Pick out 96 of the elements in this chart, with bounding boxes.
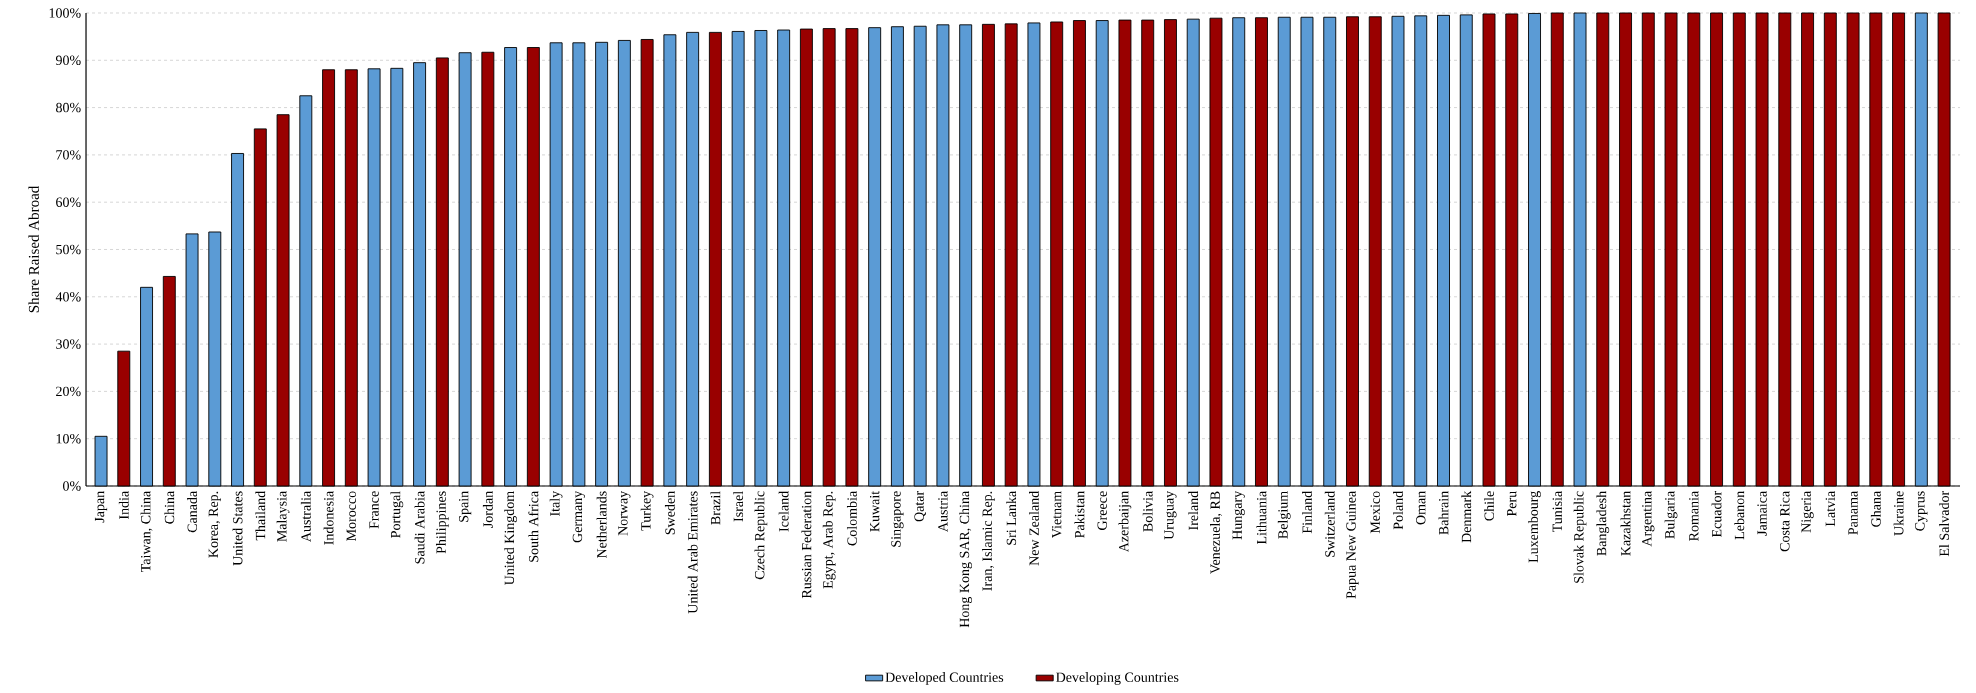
x-tick-label: Ghana (1870, 491, 1881, 527)
y-tick-label: 50% (56, 244, 81, 255)
x-tick-label: Nigeria (1801, 491, 1814, 533)
x-tick-label: Jamaica (1757, 491, 1767, 536)
x-tick-label: Malaysia (276, 491, 290, 542)
x-tick-label: Latvia (1825, 491, 1836, 527)
x-tick-label: Australia (300, 491, 311, 543)
x-tick-label: Taiwan, China (140, 491, 153, 573)
x-tick-label: Egypt, Arab Rep. (822, 491, 836, 589)
x-tick-label: Cyprus (1915, 491, 1928, 531)
y-tick-label: 60% (56, 197, 81, 207)
x-tick-label: Luxembourg (1528, 491, 1541, 563)
x-tick-label: China (164, 491, 175, 524)
x-tick-label: Russian Federation (801, 491, 812, 599)
y-tick-label: 10% (56, 433, 81, 444)
x-tick-label: India (118, 491, 129, 520)
x-tick-label: Switzerland (1324, 491, 1335, 557)
x-tick-label: Romania (1689, 491, 1699, 541)
x-tick-label: Hong Kong SAR, China (959, 491, 973, 628)
y-axis-title: Share Raised Abroad (28, 185, 39, 313)
x-tick-label: Italy (549, 490, 563, 517)
x-tick-label: Chile (1484, 491, 1494, 521)
x-tick-label: Canada (187, 491, 197, 533)
x-tick-label: Netherlands (596, 491, 607, 559)
x-tick-label: Qatar (914, 490, 926, 522)
y-tick-label: 20% (56, 386, 81, 397)
x-tick-label: Sweden (664, 491, 675, 535)
x-tick-label: Israel (733, 491, 744, 522)
x-tick-label: Brazil (710, 491, 721, 525)
y-tick-label: 0% (63, 481, 81, 491)
x-tick-label: United States (232, 491, 243, 566)
x-tick-label: Denmark (1461, 490, 1472, 543)
x-tick-label: Papua New Guinea (1346, 491, 1359, 599)
x-tick-label: Lebanon (1734, 491, 1745, 540)
x-tick-label: United Kingdom (504, 491, 517, 586)
y-tick-label: 30% (56, 339, 81, 349)
x-tick-label: Norway (618, 490, 631, 536)
x-tick-label: Argentina (1642, 491, 1655, 547)
x-tick-label: Uruguay (1164, 490, 1177, 540)
x-tick-label: Austria (938, 491, 948, 532)
x-tick-label: South Africa (528, 491, 539, 562)
x-tick-label: Bangladesh (1596, 491, 1610, 556)
x-tick-label: Poland (1393, 491, 1403, 530)
y-tick-label: 80% (56, 102, 81, 113)
x-tick-label: Singapore (891, 491, 904, 547)
x-tick-label: Sri Lanka (1006, 491, 1017, 545)
y-tick-label: 40% (55, 292, 81, 302)
x-tick-label: Peru (1507, 491, 1517, 517)
x-tick-label: Mexico (1370, 491, 1380, 534)
x-tick-label: Spain (458, 491, 472, 522)
x-tick-label: Bolivia (1142, 491, 1153, 532)
x-tick-label: Jordan (482, 491, 493, 528)
x-tick-label: United Arab Emirates (687, 491, 698, 614)
x-tick-label: Panama (1848, 491, 1858, 535)
x-tick-label: Bulgaria (1664, 491, 1678, 539)
x-tick-label: Thailand (255, 491, 266, 541)
legend-label: Developing Countries (1056, 672, 1179, 685)
x-tick-label: Lithuania (1256, 491, 1267, 545)
x-tick-label: Indonesia (323, 491, 334, 545)
x-tick-label: Belgium (1277, 491, 1291, 539)
x-tick-label: Japan (94, 491, 108, 523)
legend-label: Developed Countries (885, 672, 1004, 685)
x-tick-label: Greece (1097, 491, 1107, 530)
x-tick-label: Kazakhstan (1620, 491, 1631, 556)
x-tick-label: Costa Rica (1780, 491, 1790, 552)
x-tick-label: Colombia (846, 491, 857, 546)
y-tick-label: 100% (49, 8, 81, 18)
x-tick-label: Kuwait (869, 490, 880, 532)
x-tick-label: Saudi Arabia (414, 491, 425, 564)
x-tick-label: Ecuador (1711, 490, 1722, 538)
x-tick-label: Venezuela, RB (1210, 491, 1222, 574)
x-tick-label: Portugal (390, 491, 404, 538)
x-tick-label: Germany (572, 490, 586, 543)
x-tick-label: Czech Republic (754, 491, 768, 580)
x-tick-label: Azerbaijan (1118, 491, 1132, 553)
x-tick-label: Philippines (435, 491, 449, 554)
x-tick-label: Oman (1416, 491, 1426, 525)
x-tick-label: Slovak Republic (1573, 491, 1587, 583)
x-tick-label: Vietnam (1051, 491, 1062, 539)
x-tick-label: Turkey (640, 490, 654, 531)
y-tick-label: 90% (55, 55, 81, 66)
x-tick-label: Iran, Islamic Rep. (982, 491, 995, 591)
x-tick-label: Hungary (1232, 490, 1245, 540)
x-tick-label: Morocco (346, 491, 356, 541)
x-tick-label: Iceland (778, 491, 789, 532)
x-tick-label: Ukraine (1893, 491, 1904, 536)
x-tick-label: New Zealand (1029, 491, 1039, 566)
x-tick-label: Pakistan (1074, 491, 1085, 538)
x-tick-label: Ireland (1188, 491, 1199, 530)
x-tick-label: Bahrain (1438, 491, 1449, 535)
x-tick-label: El Salvador (1939, 490, 1950, 557)
y-tick-label: 70% (56, 150, 81, 160)
x-tick-label: Finland (1302, 491, 1312, 534)
x-tick-label: Tunisia (1552, 491, 1562, 533)
x-tick-label: France (369, 491, 379, 529)
x-tick-label: Korea, Rep. (208, 491, 221, 558)
